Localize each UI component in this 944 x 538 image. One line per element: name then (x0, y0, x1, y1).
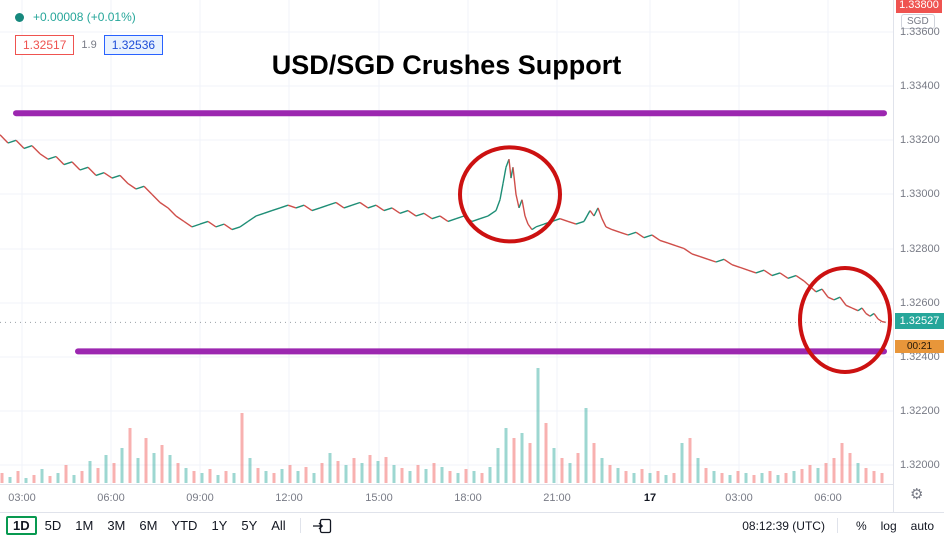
time-axis-label: 21:00 (543, 492, 571, 504)
bid-price-button[interactable]: 1.32517 (15, 35, 75, 55)
symbol-legend: +0.00008 (+0.01%) 1.32517 1.9 1.32536 (15, 10, 164, 55)
price-axis-label: 1.33400 (900, 80, 940, 92)
grid-lines (0, 0, 893, 484)
ask-price-button[interactable]: 1.32536 (103, 35, 164, 55)
price-axis-label: 1.32600 (900, 297, 940, 309)
price-axis-label: 1.32400 (900, 351, 940, 363)
legend-change-row: +0.00008 (+0.01%) (15, 10, 163, 24)
log-scale-button[interactable]: log (880, 518, 897, 533)
auto-scale-button[interactable]: auto (910, 518, 934, 533)
time-axis-label: 17 (643, 492, 657, 504)
time-axis-label: 09:00 (186, 492, 214, 504)
bar-countdown-badge: 00:21 (895, 340, 944, 354)
currency-badge[interactable]: SGD (901, 14, 935, 29)
price-series (0, 134, 893, 324)
price-axis-label: 1.33200 (900, 134, 940, 146)
range-button-1d[interactable]: 1D (6, 516, 37, 535)
time-axis-label: 18:00 (454, 492, 482, 504)
last-price-badge: 1.32527 (895, 313, 944, 330)
clock-utc[interactable]: 08:12:39 (UTC) (742, 518, 825, 533)
range-buttons: 1D 5D 1M 3M 6M YTD 1Y 5Y All (5, 516, 293, 535)
range-button-5y[interactable]: 5Y (241, 518, 258, 533)
bottom-toolbar: 1D 5D 1M 3M 6M YTD 1Y 5Y All 08:12:39 (UTC) % lo… (0, 512, 944, 538)
toolbar-divider (299, 518, 301, 533)
range-button-1y[interactable]: 1Y (211, 518, 228, 533)
time-axis-label: 12:00 (275, 492, 303, 504)
status-dot-icon (15, 12, 24, 22)
axis-high-badge: 1.33800 (896, 0, 942, 13)
time-axis-label: 06:00 (814, 492, 842, 504)
highlight-circle-annotation[interactable] (798, 265, 892, 374)
price-axis-label: 1.32800 (900, 243, 940, 255)
range-button-1m[interactable]: 1M (75, 518, 94, 533)
go-to-date-button[interactable] (308, 518, 336, 534)
go-to-date-icon (312, 518, 331, 533)
price-axis[interactable]: 1.33800 SGD 1.33600 1.33400 1.33200 1.33000… (893, 0, 944, 512)
range-button-all[interactable]: All (271, 518, 286, 533)
spread-value: 1.9 (81, 39, 97, 51)
price-change-text: +0.00008 (+0.01%) (33, 10, 136, 24)
range-button-3m[interactable]: 3M (107, 518, 126, 533)
drawing-annotations[interactable] (13, 110, 892, 374)
price-axis-label: 1.32000 (900, 459, 940, 471)
annotation-headline: USD/SGD Crushes Support (271, 50, 622, 80)
time-axis[interactable]: 03:00 06:00 09:00 12:00 15:00 18:00 21:00 17 03:… (0, 484, 893, 512)
highlight-circle-annotation[interactable] (458, 145, 562, 244)
volume-bars (0, 368, 884, 483)
price-axis-label: 1.33600 (900, 26, 940, 38)
time-axis-label: 06:00 (97, 492, 125, 504)
range-button-5d[interactable]: 5D (44, 518, 62, 533)
time-axis-label: 03:00 (8, 492, 36, 504)
time-axis-label: 03:00 (725, 492, 753, 504)
toolbar-right-group: 08:12:39 (UTC) % log auto (742, 518, 944, 533)
range-button-ytd[interactable]: YTD (171, 518, 198, 533)
settings-gear-icon[interactable]: ⚙ (910, 486, 924, 503)
price-axis-label: 1.33000 (900, 188, 940, 200)
chart-canvas[interactable]: USD/SGD Crushes Support +0.00008 (+0.01%… (0, 0, 893, 484)
percent-scale-button[interactable]: % (855, 518, 867, 533)
bid-ask-row: 1.32517 1.9 1.32536 (15, 35, 164, 55)
toolbar-divider (836, 518, 838, 533)
price-axis-label: 1.32200 (900, 405, 940, 417)
range-button-6m[interactable]: 6M (139, 518, 158, 533)
time-axis-label: 15:00 (365, 492, 393, 504)
price-chart-svg (0, 0, 893, 484)
